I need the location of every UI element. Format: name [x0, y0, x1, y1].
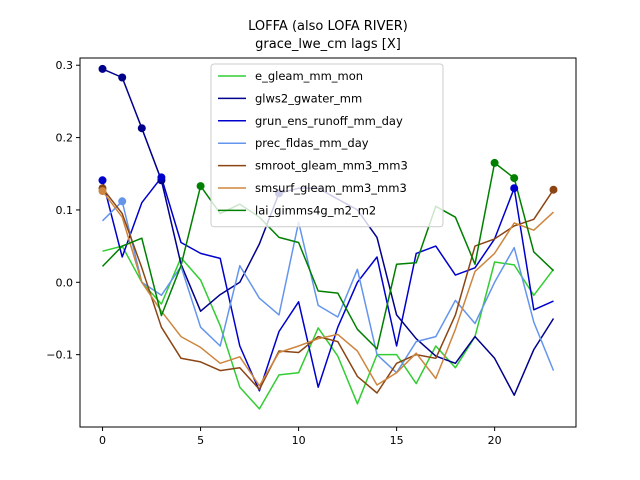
legend-label-lai_gimms4g_m2_m2: lai_gimms4g_m2_m2: [255, 203, 376, 217]
marker-lai_gimms4g_m2_m2-21: [510, 174, 519, 183]
marker-grun_ens_runoff_mm_day-21: [510, 184, 519, 193]
y-tick-label-4: 0.3: [56, 59, 74, 72]
legend-label-glws2_gwater_mm: glws2_gwater_mm: [255, 91, 362, 105]
x-tick-label-15: 15: [390, 434, 404, 447]
x-tick-label-20: 20: [488, 434, 502, 447]
marker-smroot_gleam_mm3_mm3-23: [549, 185, 558, 194]
marker-glws2_gwater_mm-1: [118, 73, 127, 82]
series-line-e_gleam_mm_mon: [102, 245, 555, 410]
series-line-lai_gimms4g_m2_m2: [101, 162, 555, 350]
marker-lai_gimms4g_m2_m2-20: [490, 158, 499, 167]
legend-label-prec_fldas_mm_day: prec_fldas_mm_day: [255, 136, 369, 150]
marker-smsurf_gleam_mm3_mm3-0: [98, 187, 107, 196]
x-tick-label-10: 10: [292, 434, 306, 447]
chart-subtitle: grace_lwe_cm lags [X]: [255, 37, 401, 52]
chart-title: LOFFA (also LOFA RIVER): [248, 19, 408, 34]
legend: e_gleam_mm_mon glws2_gwater_mm grun_ens_ru…: [210, 63, 444, 228]
series-line-grun_ens_runoff_mm_day: [101, 176, 554, 392]
legend-label-smsurf_gleam_mm3_mm3: smsurf_gleam_mm3_mm3: [255, 181, 407, 195]
x-tick-label-5: 5: [197, 434, 204, 447]
legend-label-grun_ens_runoff_mm_day: grun_ens_runoff_mm_day: [255, 114, 403, 128]
marker-lai_gimms4g_m2_m2-5: [196, 182, 205, 191]
marker-glws2_gwater_mm-2: [137, 124, 146, 133]
y-tick-label-2: 0.1: [56, 204, 74, 217]
legend-box: [210, 63, 444, 228]
series-line-prec_fldas_mm_day: [101, 200, 555, 374]
marker-grun_ens_runoff_mm_day-0: [98, 176, 107, 185]
axes-frame: [79, 57, 577, 428]
legend-label-smroot_gleam_mm3_mm3: smroot_gleam_mm3_mm3: [255, 159, 408, 173]
y-tick-label-3: 0.2: [56, 132, 74, 145]
series-line-smsurf_gleam_mm3_mm3: [101, 190, 555, 387]
marker-grun_ens_runoff_mm_day-3: [157, 173, 166, 182]
x-tick-label-0: 0: [99, 434, 106, 447]
legend-label-e_gleam_mm_mon: e_gleam_mm_mon: [255, 69, 363, 83]
y-tick-label-1: 0.0: [56, 276, 74, 289]
marker-glws2_gwater_mm-0: [98, 64, 107, 73]
y-tick-label-0: −0.1: [46, 349, 73, 362]
marker-prec_fldas_mm_day-1: [118, 197, 127, 206]
